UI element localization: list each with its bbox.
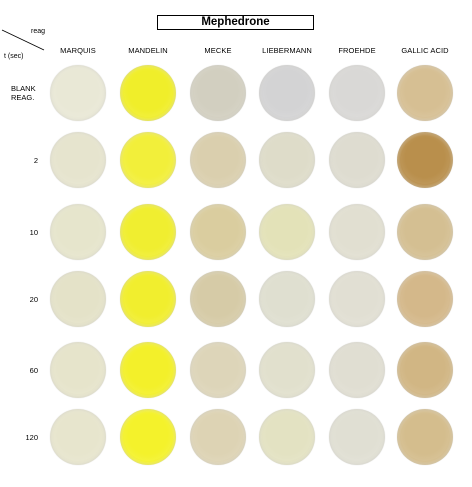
well-gallic-acid-row-4 xyxy=(397,342,453,398)
well-marquis-row-4 xyxy=(50,342,106,398)
corner-header xyxy=(0,28,50,64)
well-liebermann-row-2 xyxy=(259,204,315,260)
row-label-line1: 10 xyxy=(29,228,38,237)
well-liebermann-row-1 xyxy=(259,132,315,188)
row-label: BLANK REAG. xyxy=(11,84,49,102)
column-header-gallic-acid: GALLIC ACID xyxy=(401,46,449,55)
reagent-axis-label: reag xyxy=(31,28,46,35)
column-header-mecke: MECKE xyxy=(204,46,232,55)
well-marquis-row-2 xyxy=(50,204,106,260)
well-froehde-row-5 xyxy=(329,409,385,465)
well-mecke-row-2 xyxy=(190,204,246,260)
well-froehde-row-3 xyxy=(329,271,385,327)
row-label: 60 xyxy=(0,366,38,375)
well-mandelin-row-0 xyxy=(120,65,176,121)
well-marquis-row-5 xyxy=(50,409,106,465)
column-header-liebermann: LIEBERMANN xyxy=(262,46,312,55)
row-label-line1: 60 xyxy=(29,366,38,375)
well-liebermann-row-5 xyxy=(259,409,315,465)
well-gallic-acid-row-0 xyxy=(397,65,453,121)
row-label: 2 xyxy=(0,156,38,165)
well-mandelin-row-1 xyxy=(120,132,176,188)
well-mecke-row-5 xyxy=(190,409,246,465)
well-marquis-row-0 xyxy=(50,65,106,121)
well-mecke-row-0 xyxy=(190,65,246,121)
well-froehde-row-0 xyxy=(329,65,385,121)
well-froehde-row-4 xyxy=(329,342,385,398)
time-axis-label: t (sec) xyxy=(4,53,24,60)
well-gallic-acid-row-3 xyxy=(397,271,453,327)
well-froehde-row-2 xyxy=(329,204,385,260)
well-mecke-row-3 xyxy=(190,271,246,327)
row-label: 20 xyxy=(0,295,38,304)
well-mandelin-row-5 xyxy=(120,409,176,465)
well-liebermann-row-4 xyxy=(259,342,315,398)
well-liebermann-row-0 xyxy=(259,65,315,121)
well-mandelin-row-4 xyxy=(120,342,176,398)
well-froehde-row-1 xyxy=(329,132,385,188)
corner-diagonal-line xyxy=(1,29,45,51)
well-gallic-acid-row-1 xyxy=(397,132,453,188)
row-label-line1: 20 xyxy=(29,295,38,304)
column-header-marquis: MARQUIS xyxy=(60,46,96,55)
well-liebermann-row-3 xyxy=(259,271,315,327)
row-label-line1: BLANK xyxy=(11,84,36,93)
well-gallic-acid-row-2 xyxy=(397,204,453,260)
chart-title: Mephedrone xyxy=(157,15,314,30)
row-label: 10 xyxy=(0,228,38,237)
row-label-line2: REAG. xyxy=(11,93,35,102)
row-label: 120 xyxy=(0,433,38,442)
well-gallic-acid-row-5 xyxy=(397,409,453,465)
row-label-line1: 120 xyxy=(25,433,38,442)
column-header-mandelin: MANDELIN xyxy=(128,46,168,55)
column-header-froehde: FROEHDE xyxy=(338,46,376,55)
well-marquis-row-3 xyxy=(50,271,106,327)
row-label-line1: 2 xyxy=(33,156,38,165)
well-mecke-row-1 xyxy=(190,132,246,188)
well-mecke-row-4 xyxy=(190,342,246,398)
well-mandelin-row-2 xyxy=(120,204,176,260)
well-marquis-row-1 xyxy=(50,132,106,188)
well-mandelin-row-3 xyxy=(120,271,176,327)
